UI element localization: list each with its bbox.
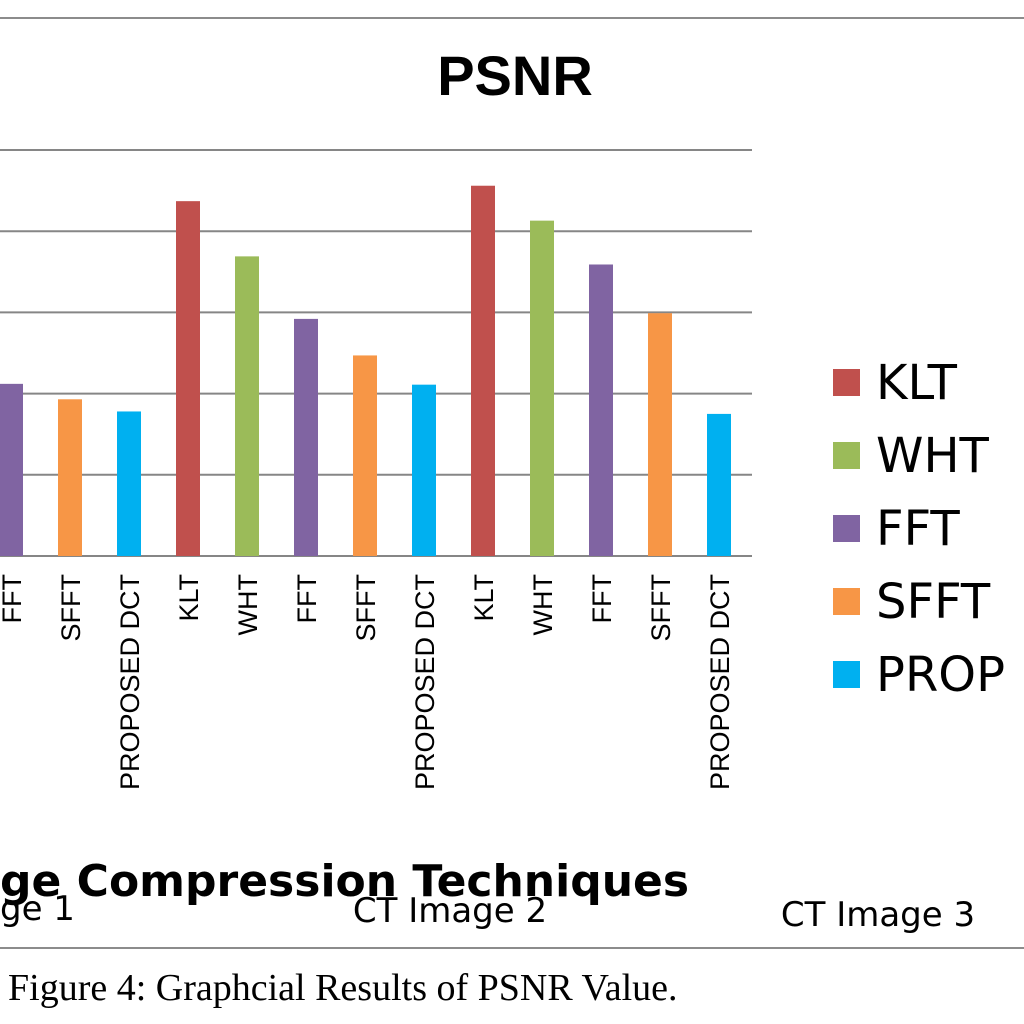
bar-fft [294,318,318,556]
x-tick-label: WHT [528,574,558,635]
x-tick-label: FFT [0,574,27,623]
x-tick-label: FFT [587,574,617,623]
legend-label: WHT [876,428,990,484]
bar-klt [471,185,495,556]
legend-label: FFT [876,501,960,557]
x-tick-label: KLT [174,574,204,622]
x-tick-label: PROPOSED DCT [705,574,735,790]
group-label: CT Image 2 [353,891,547,931]
group-labels: ge 1 CT Image 2 CT Image 3 [0,889,975,935]
legend-swatch [833,515,860,542]
bar-wht [530,220,554,557]
bar-sfft [353,355,377,556]
x-tick-labels: FFT SFFT PROPOSED DCT KLT WHT FFT SFFT PROPOSED… [0,574,735,790]
bar-sfft [58,399,82,556]
group-label: CT Image 3 [781,895,975,935]
x-tick-label: PROPOSED DCT [410,574,440,790]
legend: KLT WHT FFT SFFT PROP [833,355,1005,703]
bar-proposed-dct [412,384,436,556]
x-tick-label: FFT [292,574,322,623]
legend-label: KLT [876,355,958,411]
bar-klt [176,201,200,556]
x-axis-label: ge Compression Techniques [0,856,689,907]
legend-label: SFFT [876,574,991,630]
x-tick-label: SFFT [351,574,381,642]
legend-swatch [833,369,860,396]
bar-proposed-dct [117,411,141,556]
psnr-chart: PSNR FFT SFFT PROPOSED DCT KLT WHT FFT SFFT PRO… [0,17,1024,949]
x-tick-label: SFFT [646,574,676,642]
figure-caption: Figure 4: Graphcial Results of PSNR Valu… [8,967,678,1009]
bar-wht [235,256,259,556]
group-label: ge 1 [0,889,75,929]
x-tick-label: WHT [233,574,263,635]
legend-swatch [833,588,860,615]
legend-swatch [833,442,860,469]
bar-fft [0,383,23,556]
bar-fft [589,264,613,556]
bars [0,185,731,557]
bar-sfft [648,313,672,556]
x-tick-label: PROPOSED DCT [115,574,145,790]
x-tick-label: KLT [469,574,499,622]
legend-label: PROP [876,647,1005,703]
bar-proposed-dct [707,413,731,556]
x-tick-label: SFFT [56,574,86,642]
chart-title: PSNR [437,44,593,107]
legend-swatch [833,661,860,688]
